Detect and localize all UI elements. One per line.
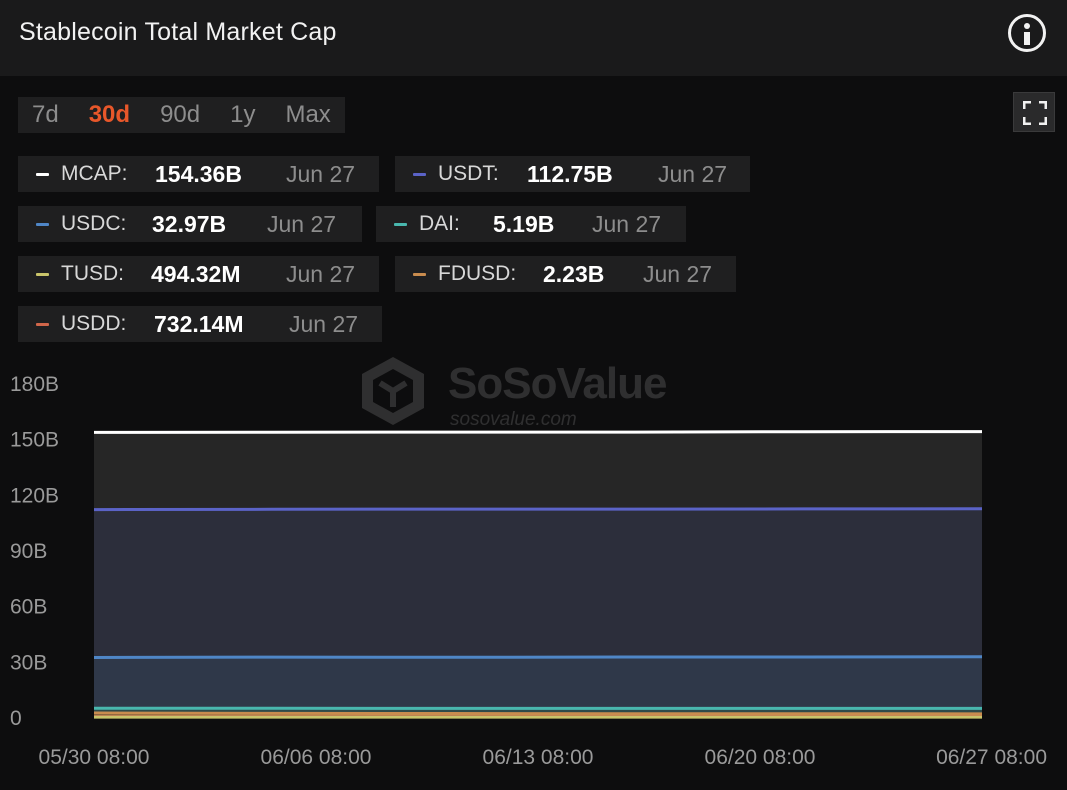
legend-item-usdc: USDC: 32.97B Jun 27: [18, 206, 362, 242]
series-line-fdusd: [93, 711, 983, 716]
stacked-area-chart: 0 30B 60B 90B 120B 150B 180B 05/30 08:00 06/06 …: [10, 373, 1047, 769]
legend-date: Jun 27: [286, 160, 356, 187]
watermark-brand: SoSoValue: [448, 359, 667, 408]
legend-date: Jun 27: [592, 210, 662, 237]
legend-swatch: [36, 272, 49, 276]
x-axis: 05/30 08:00 06/06 08:00 06/13 08:00 06/20 0…: [39, 746, 1047, 769]
area-usdc: [94, 656, 982, 718]
x-tick-label: 06/20 08:00: [705, 746, 816, 769]
legend-item-usdd: USDD: 732.14M Jun 27: [18, 306, 382, 342]
y-tick-label: 60B: [10, 596, 47, 619]
legend-date: Jun 27: [658, 160, 728, 187]
legend-value: 494.32M: [151, 260, 241, 287]
legend-item-dai: DAI: 5.19B Jun 27: [376, 206, 686, 242]
legend-value: 732.14M: [154, 310, 244, 337]
watermark: SoSoValue sosovalue.com: [358, 355, 667, 432]
legend-item-usdt: USDT: 112.75B Jun 27: [395, 156, 750, 192]
y-tick-label: 30B: [10, 651, 47, 674]
legend-value: 32.97B: [152, 210, 227, 237]
tab-max[interactable]: Max: [285, 101, 331, 128]
series-line-mcap: [93, 430, 983, 434]
legend-value: 5.19B: [493, 210, 555, 237]
info-icon-dot: [1024, 23, 1030, 29]
legend-date: Jun 27: [286, 260, 356, 287]
chart-lines: [93, 430, 983, 719]
y-tick-label: 0: [10, 707, 22, 730]
fullscreen-icon: [1023, 101, 1047, 125]
tab-7d[interactable]: 7d: [32, 101, 59, 128]
legend-swatch: [413, 172, 426, 176]
legend-name: MCAP:: [61, 162, 128, 185]
x-tick-label: 06/13 08:00: [483, 746, 594, 769]
legend-item-tusd: TUSD: 494.32M Jun 27: [18, 256, 379, 292]
y-tick-label: 90B: [10, 540, 47, 563]
legend-swatch: [36, 172, 49, 176]
legend-swatch: [394, 222, 407, 226]
info-icon[interactable]: [1008, 14, 1046, 52]
sosovalue-logo-icon: [362, 357, 424, 425]
legend-item-mcap: MCAP: 154.36B Jun 27: [18, 156, 379, 192]
x-tick-label: 05/30 08:00: [39, 746, 150, 769]
chart-areas: [94, 431, 982, 718]
legend-date: Jun 27: [643, 260, 713, 287]
range-tabs: 7d 30d 90d 1y Max: [18, 97, 345, 133]
legend-name: USDD:: [61, 312, 127, 335]
legend-date: Jun 27: [267, 210, 337, 237]
legend-name: FDUSD:: [438, 262, 517, 285]
legend-name: TUSD:: [61, 262, 124, 285]
legend-swatch: [36, 322, 49, 326]
watermark-url: sosovalue.com: [450, 409, 577, 430]
y-tick-label: 120B: [10, 484, 59, 507]
tab-30d[interactable]: 30d: [88, 101, 131, 128]
series-line-usdc: [93, 655, 983, 659]
legend-name: USDC:: [61, 212, 127, 235]
legend-item-fdusd: FDUSD: 2.23B Jun 27: [395, 256, 736, 292]
legend-value: 2.23B: [543, 260, 605, 287]
legend-date: Jun 27: [289, 310, 359, 337]
series-line-usdt: [93, 507, 983, 512]
legend-swatch: [36, 222, 49, 226]
legend-name: DAI:: [419, 212, 460, 235]
y-axis: 0 30B 60B 90B 120B 150B 180B: [10, 373, 59, 730]
legend-value: 112.75B: [527, 160, 613, 187]
fullscreen-button[interactable]: [1013, 92, 1055, 132]
y-tick-label: 150B: [10, 429, 59, 452]
tab-90d[interactable]: 90d: [160, 101, 201, 128]
header-bar: Stablecoin Total Market Cap: [0, 0, 1067, 76]
legend-name: USDT:: [438, 162, 499, 185]
x-tick-label: 06/06 08:00: [261, 746, 372, 769]
info-icon-bar: [1024, 32, 1030, 45]
legend-value: 154.36B: [155, 160, 242, 187]
y-tick-label: 180B: [10, 373, 59, 396]
tab-1y[interactable]: 1y: [230, 101, 256, 128]
page-title: Stablecoin Total Market Cap: [19, 18, 337, 46]
legend-swatch: [413, 272, 426, 276]
x-tick-label: 06/27 08:00: [936, 746, 1047, 769]
